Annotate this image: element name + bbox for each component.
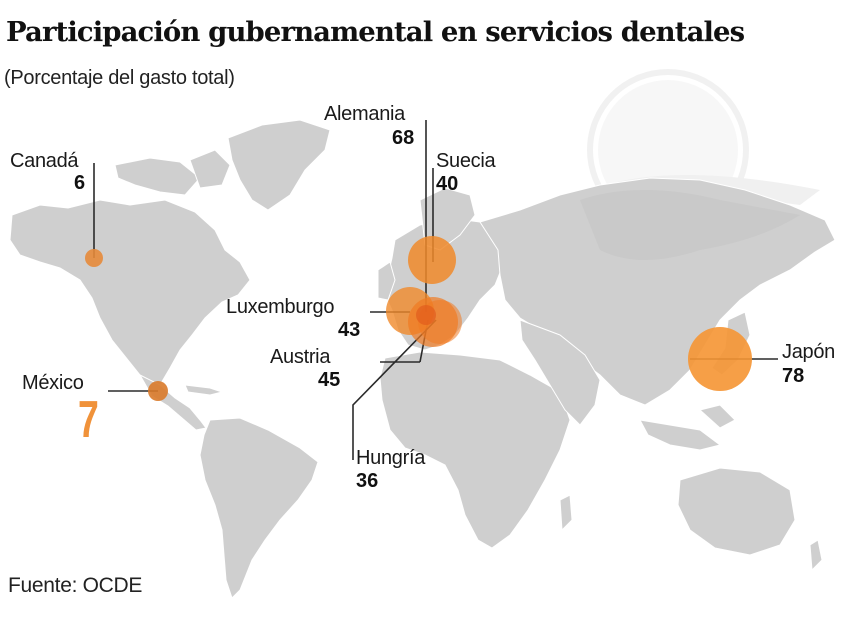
- chart-title: Participación gubernamental en servicios…: [6, 16, 745, 48]
- label-suecia: Suecia: [436, 150, 496, 172]
- label-austria: Austria: [270, 346, 331, 368]
- value-canada: 6: [74, 172, 86, 194]
- bubble-suecia: [408, 236, 456, 284]
- value-hungria: 36: [356, 470, 379, 492]
- value-mexico: 7: [78, 391, 99, 449]
- label-alemania: Alemania: [324, 103, 405, 125]
- watermark-eagle-icon: [580, 190, 800, 260]
- bubble-mexico: [148, 381, 168, 401]
- label-hungria: Hungría: [356, 447, 426, 469]
- label-japon: Japón: [782, 341, 835, 363]
- label-mexico: México: [22, 372, 84, 394]
- value-austria: 45: [318, 369, 341, 391]
- bubble-canada: [85, 249, 103, 267]
- value-luxemburgo: 43: [338, 319, 361, 341]
- bubble-alemania: [416, 305, 436, 325]
- label-canada: Canadá: [10, 150, 79, 172]
- data-bubbles: [85, 236, 752, 401]
- source-note: Fuente: OCDE: [8, 574, 143, 597]
- bubble-japon: [688, 327, 752, 391]
- label-luxemburgo: Luxemburgo: [226, 296, 335, 318]
- value-alemania: 68: [392, 127, 415, 149]
- chart-subtitle: (Porcentaje del gasto total): [4, 67, 235, 89]
- landmass: [9, 119, 836, 599]
- value-suecia: 40: [436, 173, 459, 195]
- value-japon: 78: [782, 365, 805, 387]
